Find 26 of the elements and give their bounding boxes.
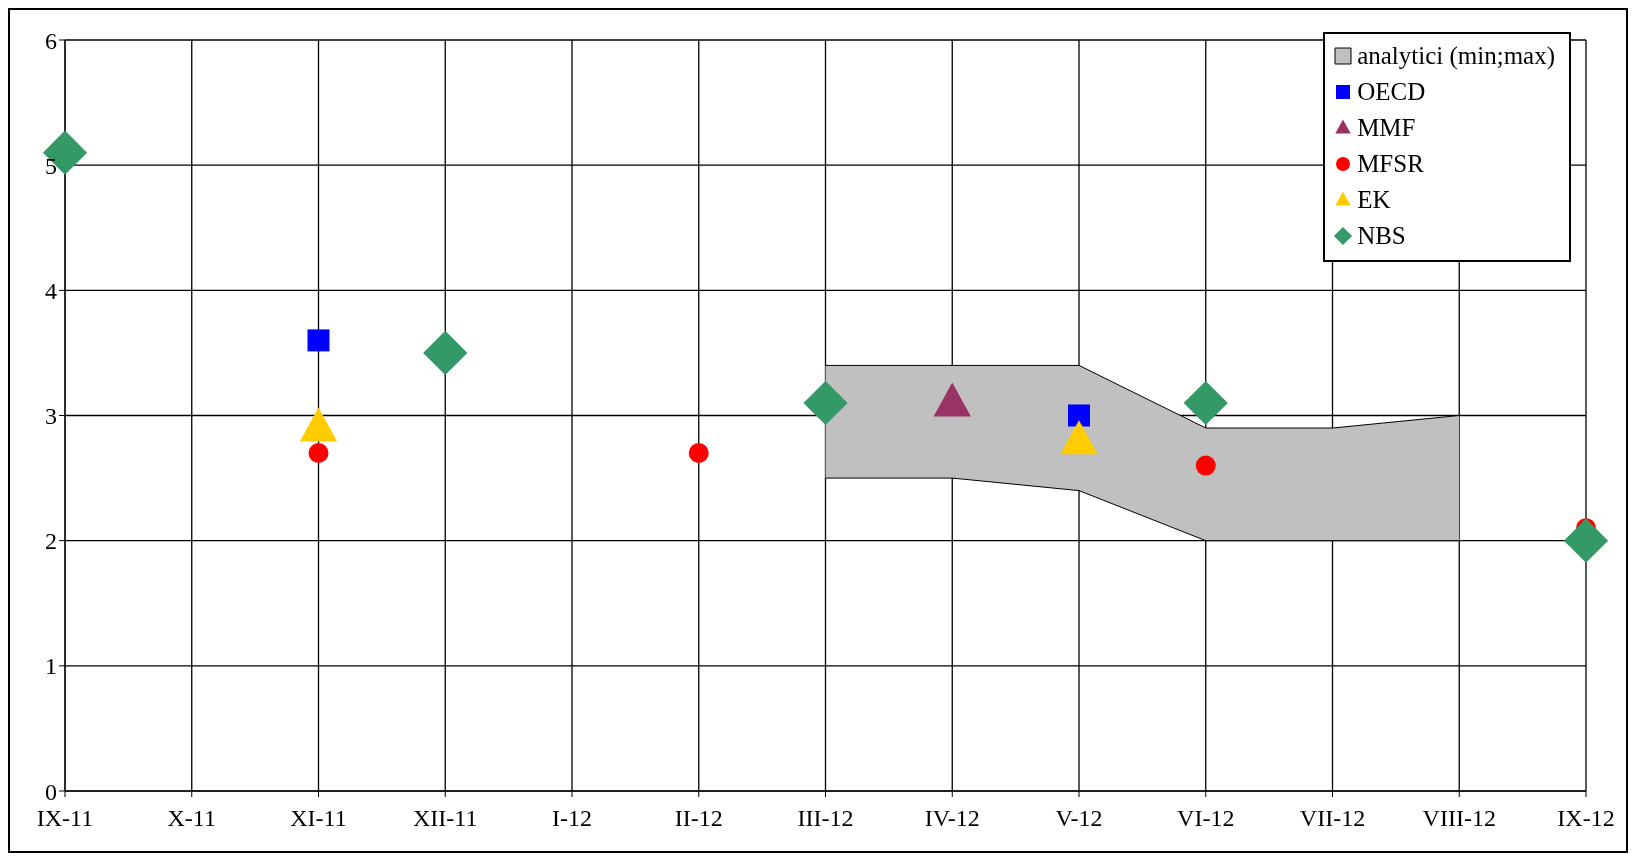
x-tick-label: IX-11 — [36, 805, 94, 832]
legend-label: MMF — [1357, 114, 1416, 142]
x-tick-label: X-11 — [167, 805, 216, 832]
x-tick-label: IV-12 — [924, 805, 980, 832]
legend-label: NBS — [1357, 222, 1406, 250]
x-tick-label: XII-11 — [413, 805, 478, 832]
x-tick-label: VIII-12 — [1422, 805, 1496, 832]
y-tick-label: 0 — [45, 778, 57, 805]
x-tick-label: V-12 — [1055, 805, 1103, 832]
legend-label: analytici (min;max) — [1357, 42, 1555, 70]
legend-label: MFSR — [1357, 150, 1424, 178]
x-tick-label: I-12 — [552, 805, 592, 832]
x-tick-label: IX-12 — [1557, 805, 1615, 832]
y-tick-label: 5 — [45, 152, 57, 179]
x-tick-label: III-12 — [797, 805, 854, 832]
y-tick-label: 2 — [45, 528, 57, 555]
x-tick-label: VII-12 — [1299, 805, 1366, 832]
y-tick-label: 3 — [45, 403, 57, 430]
x-tick-label: II-12 — [674, 805, 723, 832]
y-tick-label: 6 — [45, 27, 57, 54]
y-tick-label: 4 — [45, 277, 57, 304]
x-tick-label: VI-12 — [1177, 805, 1235, 832]
legend-label: EK — [1357, 186, 1391, 214]
y-tick-label: 1 — [45, 653, 57, 680]
x-tick-label: XI-11 — [290, 805, 347, 832]
legend-label: OECD — [1357, 78, 1426, 106]
